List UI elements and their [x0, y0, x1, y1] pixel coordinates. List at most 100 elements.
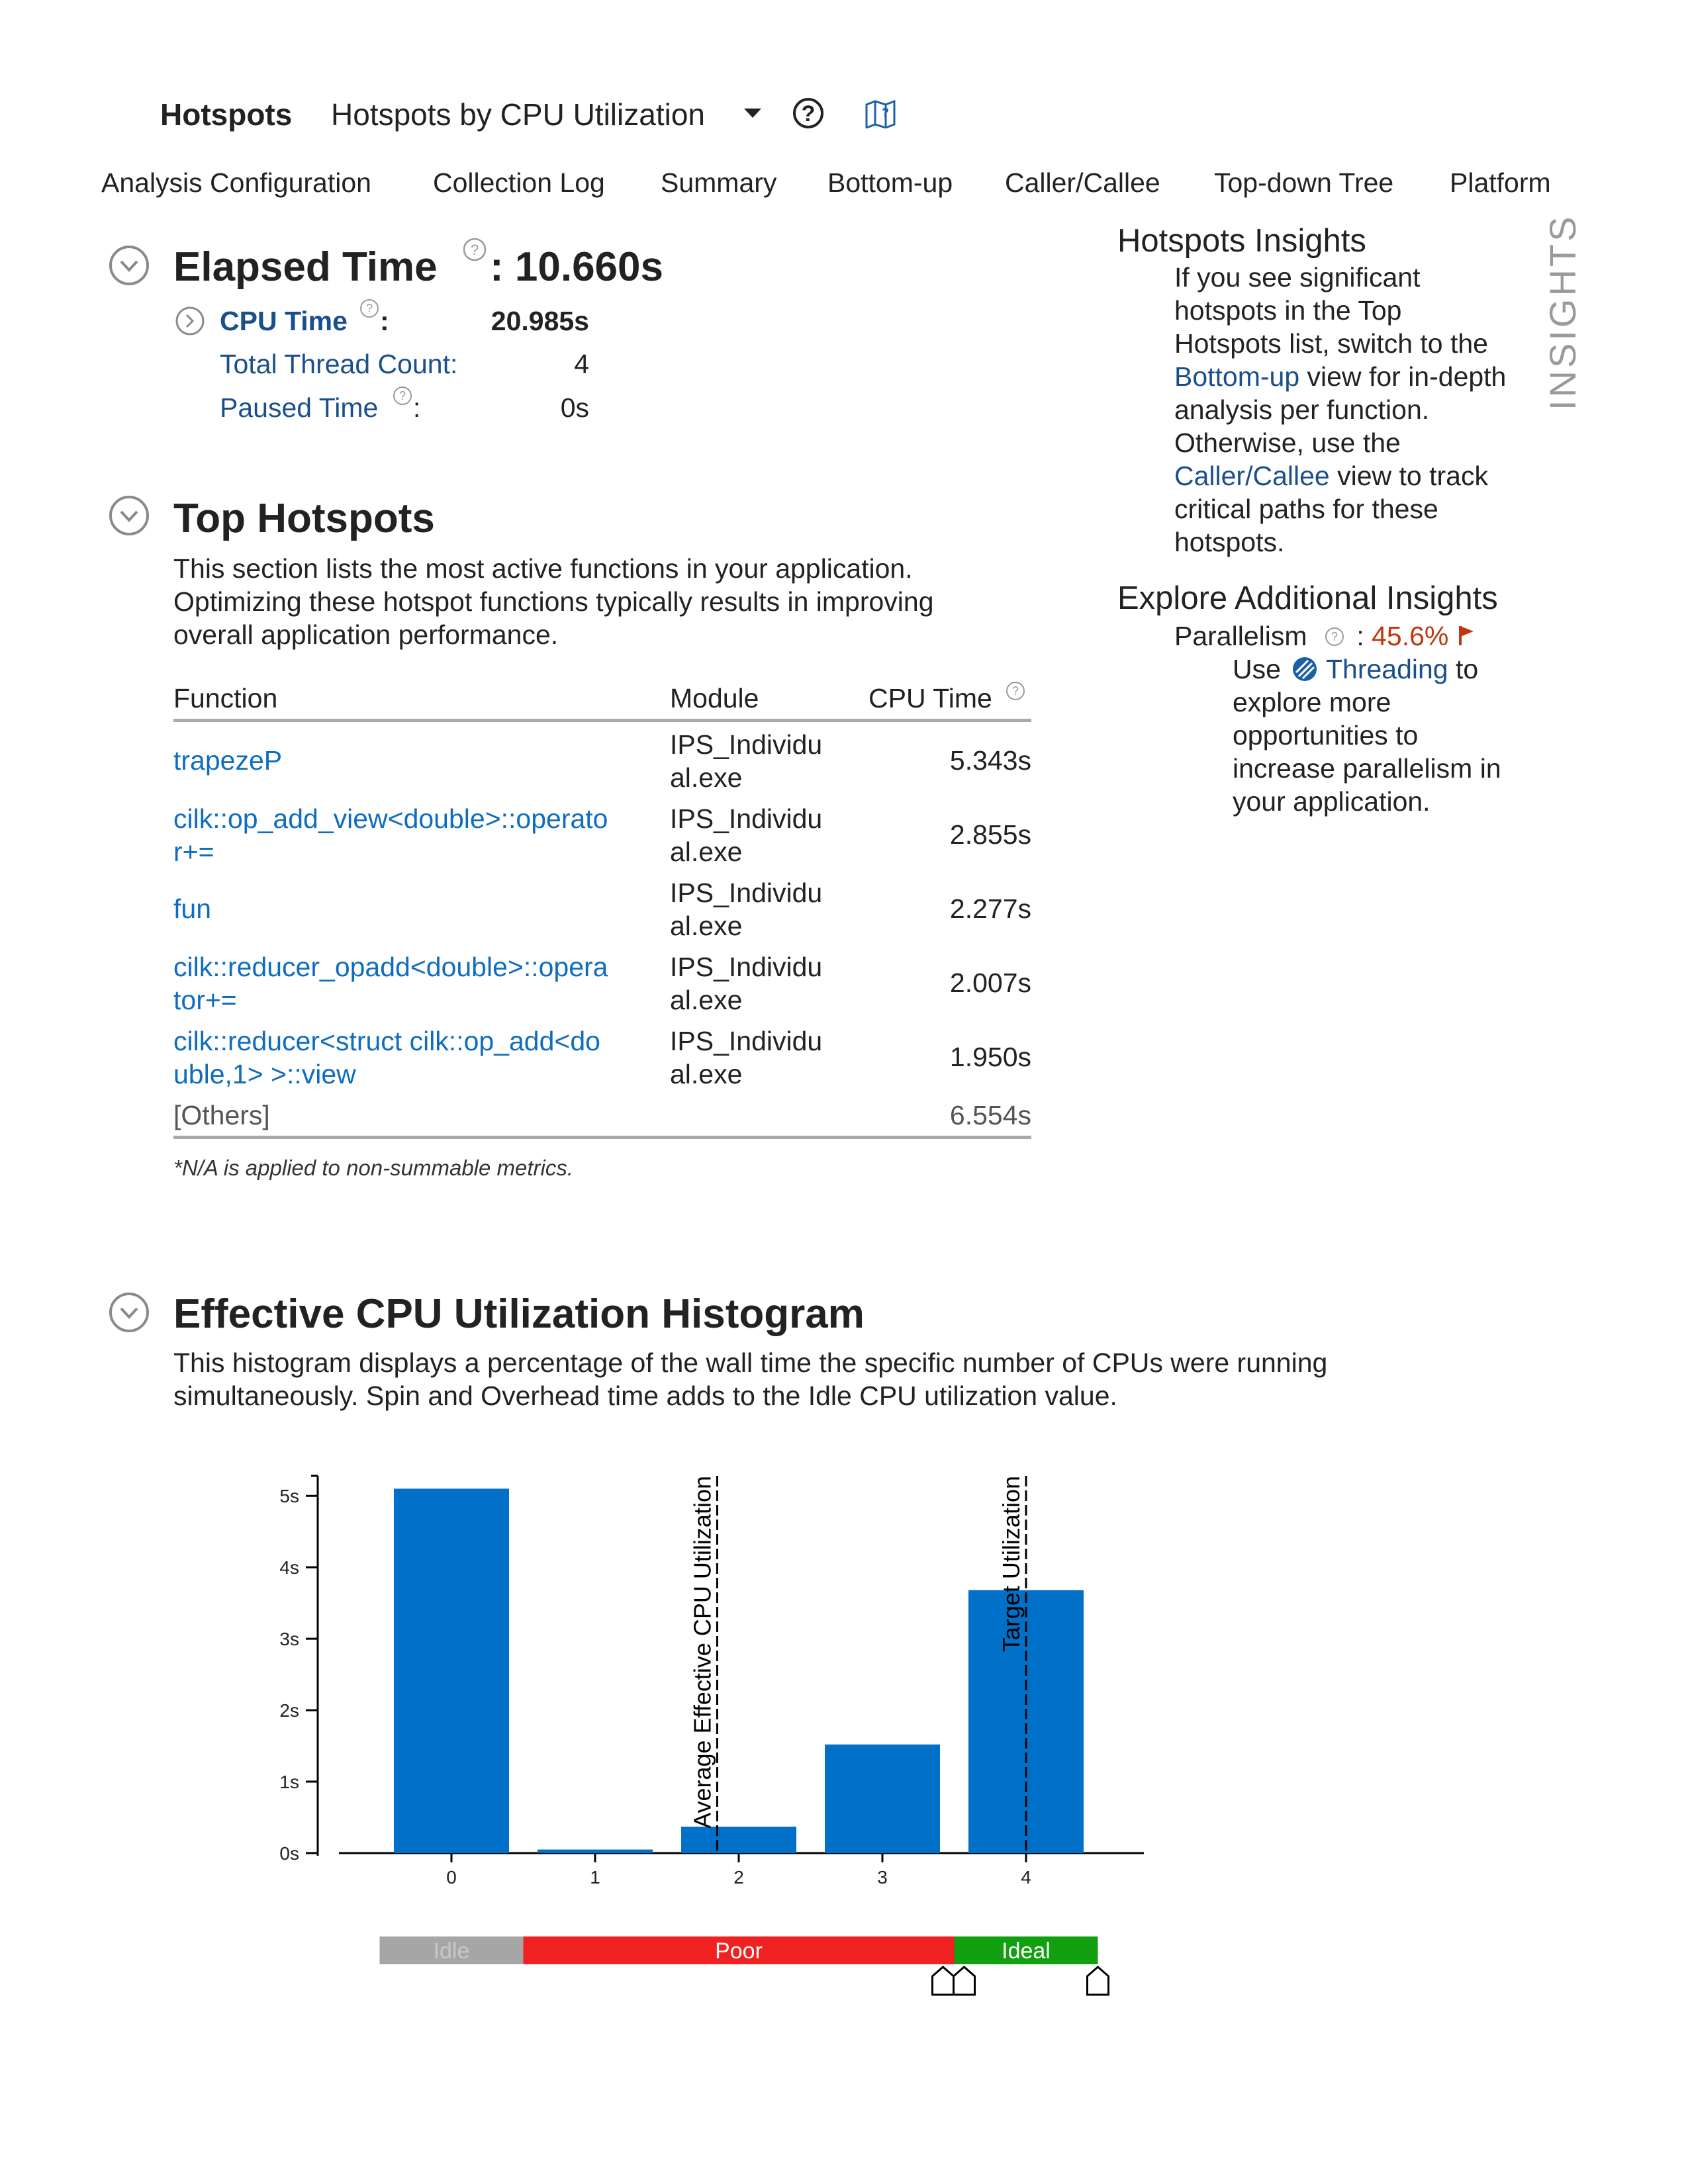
module-cell: IPS_Individu al.exe	[670, 1026, 823, 1089]
guide-map-icon[interactable]: ?	[865, 99, 896, 128]
module-cell: IPS_Individu al.exe	[670, 952, 823, 1015]
others-label: [Others]	[173, 1100, 270, 1130]
histogram-bar[interactable]	[394, 1488, 509, 1853]
function-link[interactable]: trapezeP	[173, 745, 283, 776]
viewpoint-selector[interactable]: Hotspots by CPU Utilization	[331, 97, 705, 132]
threshold-handle-left[interactable]	[931, 1966, 955, 1996]
threading-link[interactable]: Threading	[1325, 654, 1448, 684]
collapse-section-icon[interactable]	[109, 495, 150, 536]
histogram-bar[interactable]	[681, 1827, 796, 1853]
explore-text: Use Threading to explore more opportunit…	[1233, 654, 1501, 817]
paused-time-colon: :	[413, 392, 421, 423]
module-cell: IPS_Individu al.exe	[670, 878, 823, 941]
bottom-up-link[interactable]: Bottom-up	[1174, 361, 1300, 392]
table-header-divider	[173, 719, 1031, 722]
y-tick-label: 5s	[279, 1486, 299, 1506]
top-hotspots-description: This section lists the most active funct…	[173, 553, 934, 650]
cpu-utilization-histogram: 0s 1s 2s 3s 4s 5s 0 1 2 3 4 Average Effective CPU U…	[279, 1475, 1144, 1996]
paused-time-label[interactable]: Paused Time	[220, 392, 379, 423]
x-tick-label: 3	[877, 1867, 888, 1888]
svg-text:?: ?	[1012, 684, 1019, 698]
histogram-bar[interactable]	[968, 1590, 1084, 1853]
function-link[interactable]: cilk::reducer<struct cilk::op_add<do uble…	[173, 1026, 600, 1089]
thread-count-label[interactable]: Total Thread Count:	[220, 349, 458, 379]
x-tick-label: 2	[733, 1867, 744, 1888]
target-utilization-label: Target Utilization	[998, 1476, 1025, 1652]
x-tick-label: 4	[1021, 1867, 1031, 1888]
x-tick-label: 1	[590, 1867, 600, 1888]
parallelism-value: 45.6%	[1372, 621, 1449, 651]
y-tick-label: 1s	[279, 1772, 299, 1792]
elapsed-time-value: : 10.660s	[490, 244, 664, 290]
tab-analysis-configuration[interactable]: Analysis Configuration	[101, 167, 371, 198]
collapse-section-icon[interactable]	[109, 245, 150, 286]
utilization-zone-label: Poor	[715, 1938, 763, 1964]
collapse-section-icon[interactable]	[109, 1292, 150, 1333]
y-tick-label: 4s	[279, 1557, 299, 1578]
y-tick-label: 2s	[279, 1700, 299, 1721]
tab-top-down-tree[interactable]: Top-down Tree	[1214, 167, 1394, 198]
table-footnote: *N/A is applied to non-summable metrics.	[173, 1156, 574, 1180]
svg-text:?: ?	[366, 302, 373, 315]
module-cell: IPS_Individu al.exe	[670, 729, 823, 793]
utilization-zone-label: Idle	[434, 1938, 470, 1964]
question-circle-icon[interactable]: ?	[392, 385, 413, 406]
others-cpu-time: 6.554s	[949, 1100, 1031, 1130]
module-cell: IPS_Individu al.exe	[670, 803, 823, 867]
histogram-bar[interactable]	[538, 1849, 653, 1853]
function-link[interactable]: cilk::reducer_opadd<double>::opera tor+=	[173, 952, 608, 1015]
utilization-zone-idle	[379, 1936, 524, 1964]
function-link[interactable]: fun	[173, 893, 211, 924]
explore-insights-title: Explore Additional Insights	[1117, 580, 1498, 616]
viewpoint-title: Hotspots	[160, 97, 293, 132]
cpu-time-cell: 2.007s	[949, 968, 1031, 998]
y-tick-label: 0s	[279, 1843, 299, 1864]
histogram-description: This histogram displays a percentage of …	[173, 1347, 1328, 1411]
elapsed-time-label: Elapsed Time	[173, 244, 438, 290]
histogram-bar[interactable]	[825, 1744, 940, 1853]
svg-text:?: ?	[1331, 630, 1338, 643]
x-tick-label: 0	[446, 1867, 457, 1888]
parallelism-label: Parallelism	[1174, 621, 1307, 651]
tab-bottom-up[interactable]: Bottom-up	[827, 167, 953, 198]
thread-count-value: 4	[574, 349, 589, 379]
tab-collection-log[interactable]: Collection Log	[433, 167, 605, 198]
question-circle-icon[interactable]: ?	[462, 237, 487, 262]
column-header-module[interactable]: Module	[670, 683, 759, 713]
caller-callee-link[interactable]: Caller/Callee	[1174, 461, 1330, 491]
expand-section-icon[interactable]	[175, 306, 205, 336]
svg-text:?: ?	[471, 242, 479, 258]
cpu-time-cell: 2.855s	[949, 819, 1031, 850]
insights-title: Hotspots Insights	[1117, 223, 1366, 259]
utilization-zone-poor	[523, 1936, 955, 1964]
question-circle-icon[interactable]: ?	[793, 98, 823, 128]
parallelism-line: Parallelism ? : 45.6%	[1174, 619, 1476, 653]
chevron-down-icon[interactable]	[744, 109, 761, 118]
cpu-time-value: 20.985s	[491, 306, 589, 336]
cpu-time-cell: 5.343s	[949, 745, 1031, 776]
paused-time-value: 0s	[560, 392, 589, 423]
cpu-time-cell: 1.950s	[949, 1042, 1031, 1072]
question-circle-icon[interactable]: ?	[1324, 626, 1345, 647]
insights-vertical-label[interactable]: INSIGHTS	[1542, 218, 1583, 410]
utilization-zone-label: Ideal	[1002, 1938, 1051, 1964]
threshold-handle-max[interactable]	[1086, 1966, 1109, 1996]
top-hotspots-heading: Top Hotspots	[173, 496, 435, 541]
average-utilization-label: Average Effective CPU Utilization	[688, 1476, 716, 1829]
column-header-cpu-time[interactable]: CPU Time	[868, 683, 992, 713]
threshold-handle-right[interactable]	[953, 1966, 976, 1996]
question-circle-icon[interactable]: ?	[359, 298, 380, 319]
cpu-time-cell: 2.277s	[949, 893, 1031, 924]
svg-text:?: ?	[399, 389, 406, 402]
cpu-time-colon: :	[380, 306, 389, 336]
tab-caller-callee[interactable]: Caller/Callee	[1005, 167, 1160, 198]
insights-panel-toggle[interactable]: INSIGHTS	[1537, 218, 1590, 417]
column-header-function[interactable]: Function	[173, 683, 278, 713]
question-circle-icon[interactable]: ?	[1005, 680, 1026, 702]
tab-summary[interactable]: Summary	[661, 167, 777, 198]
function-link[interactable]: cilk::op_add_view<double>::operato r+=	[173, 803, 608, 867]
y-tick-label: 3s	[279, 1629, 299, 1649]
svg-text:?: ?	[882, 106, 889, 119]
elapsed-time-heading: Elapsed Time	[173, 244, 438, 291]
tab-platform[interactable]: Platform	[1450, 167, 1551, 198]
